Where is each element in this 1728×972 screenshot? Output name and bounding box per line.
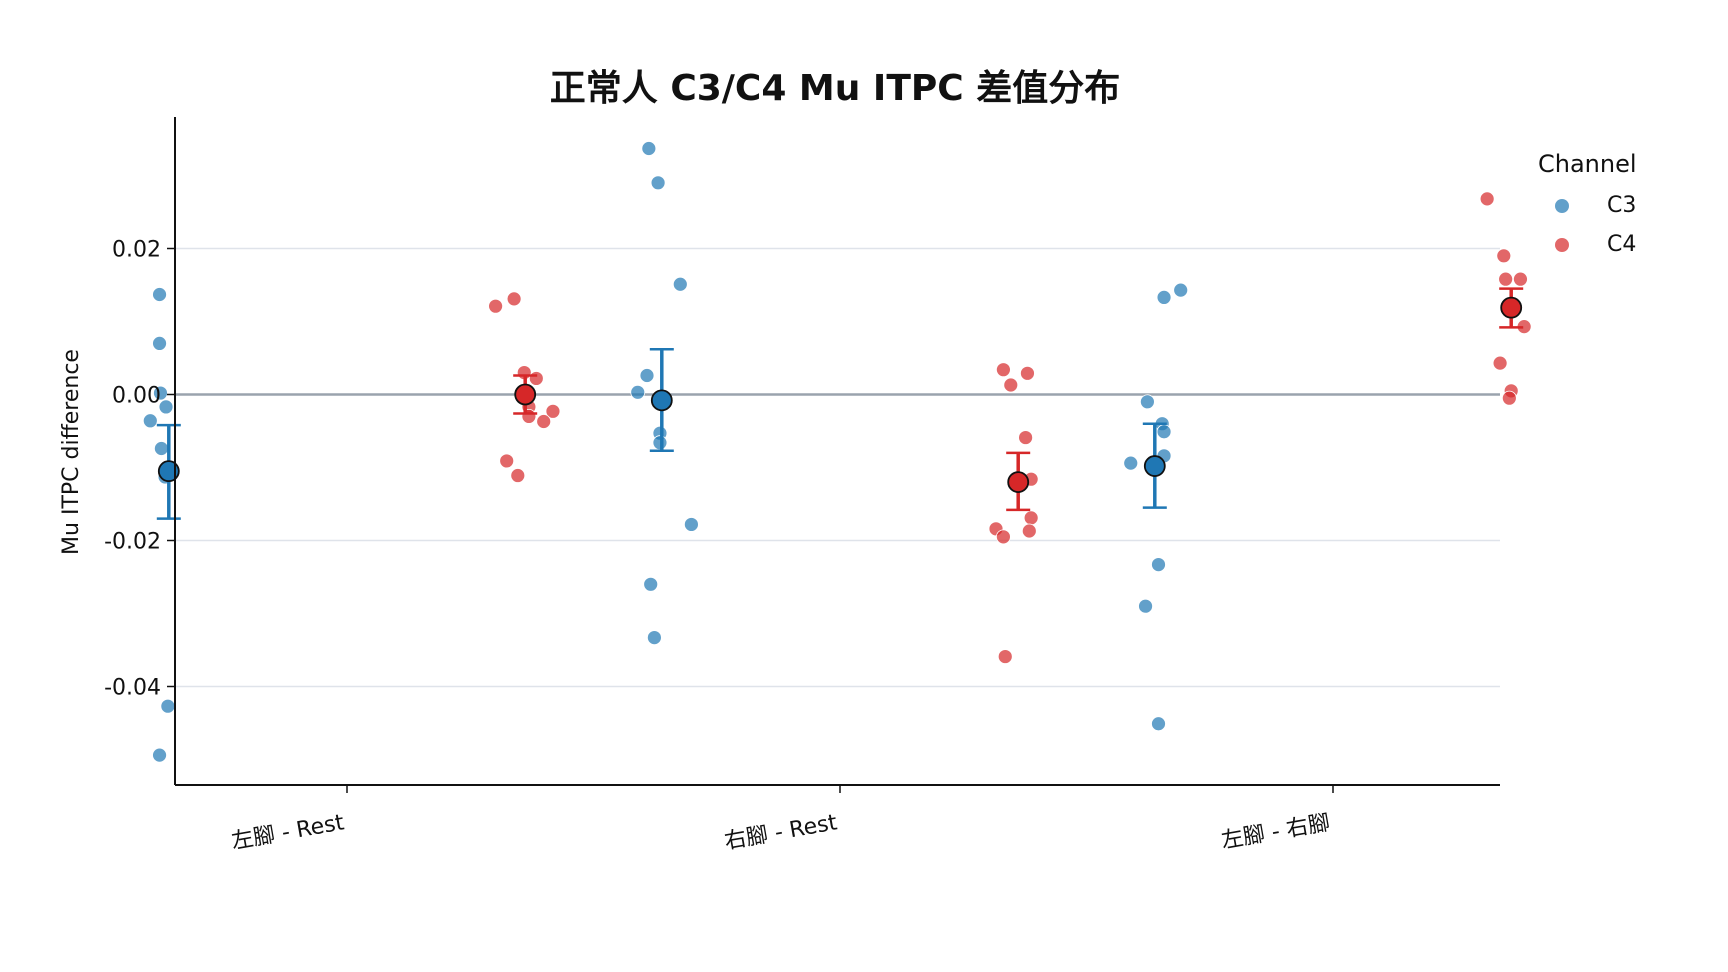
point-c4: [1023, 510, 1039, 526]
legend: Channel C3 C4: [1538, 150, 1637, 257]
point-c4: [1020, 365, 1035, 381]
mean-marker-c3: [157, 460, 180, 483]
point-c3: [650, 175, 666, 191]
point-c4: [510, 468, 526, 483]
x-tick-label: 左腳 - Rest: [230, 810, 347, 854]
point-c3: [158, 399, 174, 415]
x-tick-label: 左腳 - 右腳: [1219, 810, 1332, 854]
point-c3: [1123, 455, 1139, 471]
point-c3: [152, 287, 167, 302]
mean-marker-c3: [650, 389, 673, 412]
mean-marker-c3: [1143, 455, 1166, 477]
legend-label-c3: C3: [1607, 193, 1636, 218]
point-c3: [684, 517, 699, 532]
point-c3: [142, 413, 158, 429]
point-c4: [996, 529, 1011, 545]
mean-markers: [157, 296, 1523, 494]
chart-title: 正常人 C3/C4 Mu ITPC 差值分布: [550, 68, 1120, 109]
mean-marker-c4: [1500, 296, 1523, 319]
point-c3: [152, 335, 167, 351]
y-tick-label: 0.02: [112, 238, 161, 263]
error-bars: [156, 287, 1524, 520]
point-c3: [1138, 598, 1153, 614]
point-c4: [1513, 271, 1528, 287]
point-c4: [1479, 191, 1495, 207]
point-c3: [641, 141, 657, 156]
point-c4: [996, 362, 1011, 378]
point-c4: [1501, 390, 1517, 406]
y-ticks: 0.02 0.00 -0.02 -0.04: [104, 238, 175, 701]
y-axis-label: Mu ITPC difference: [59, 349, 84, 555]
point-c3: [672, 276, 688, 292]
mean-marker-c4: [1007, 471, 1030, 494]
point-c3: [639, 368, 655, 383]
point-c4: [1003, 377, 1019, 393]
point-c3: [153, 385, 168, 401]
legend-marker-c3: [1555, 199, 1569, 213]
point-c4: [1018, 430, 1033, 445]
point-c3: [160, 698, 176, 714]
point-c4: [488, 298, 504, 314]
point-c3: [1151, 716, 1166, 732]
point-c4: [1492, 355, 1508, 371]
point-c4: [536, 414, 552, 429]
legend-title: Channel: [1538, 150, 1637, 178]
point-c4: [506, 291, 522, 307]
y-tick-label: -0.02: [104, 530, 161, 555]
point-c3: [1173, 282, 1189, 298]
legend-marker-c4: [1555, 238, 1569, 252]
point-c3: [647, 630, 662, 645]
point-c3: [1156, 290, 1172, 305]
point-c3: [1156, 424, 1172, 440]
point-c4: [997, 649, 1013, 664]
mean-marker-c4: [514, 383, 537, 406]
x-ticks: 左腳 - Rest 右腳 - Rest 左腳 - 右腳: [230, 785, 1334, 855]
point-c4: [545, 403, 561, 419]
point-c3: [630, 384, 646, 400]
point-c4: [1496, 248, 1512, 264]
point-c3: [1151, 557, 1166, 572]
point-c4: [1498, 271, 1514, 287]
data-points: [142, 141, 1532, 763]
point-c4: [1021, 523, 1037, 539]
point-c4: [499, 453, 515, 469]
gridlines: [175, 247, 1500, 688]
point-c3: [152, 747, 167, 763]
point-c4: [528, 371, 544, 386]
point-c3: [643, 576, 659, 592]
point-c3: [153, 441, 169, 456]
point-c3: [1140, 394, 1155, 410]
point-c3: [652, 435, 668, 451]
y-tick-label: -0.04: [104, 676, 161, 701]
y-tick-label: 0.00: [112, 384, 161, 409]
legend-label-c4: C4: [1607, 232, 1636, 257]
x-tick-label: 右腳 - Rest: [723, 810, 840, 854]
